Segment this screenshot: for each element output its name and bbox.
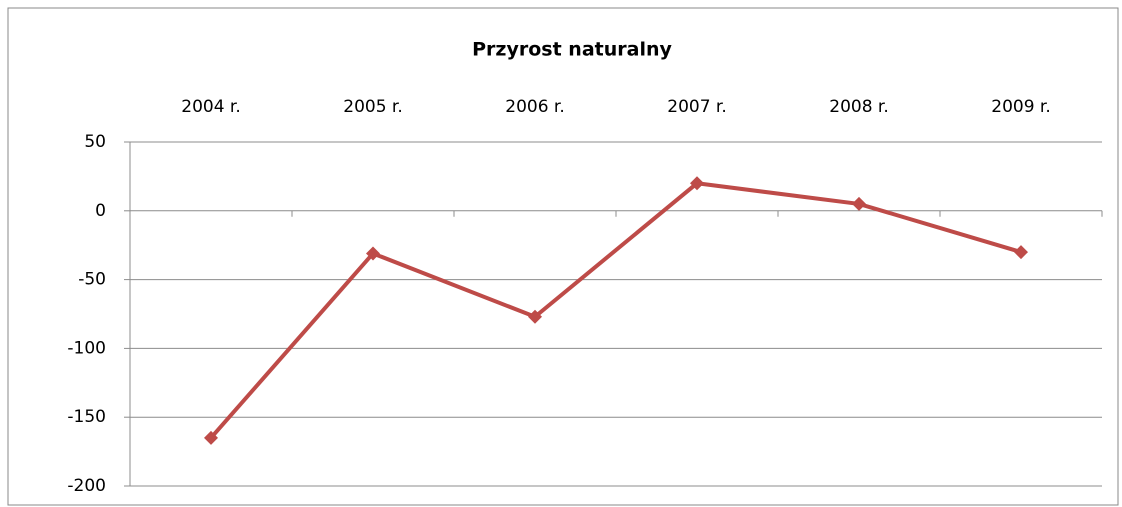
x-tick-label: 2007 r. xyxy=(667,97,727,117)
marker xyxy=(1014,245,1028,260)
x-tick-label: 2004 r. xyxy=(181,97,241,117)
marker xyxy=(204,430,218,445)
x-tick-label: 2009 r. xyxy=(991,97,1051,117)
marker xyxy=(528,309,542,324)
y-tick-label: -200 xyxy=(67,476,106,496)
y-tick-label: 50 xyxy=(84,132,106,152)
x-tick-label: 2008 r. xyxy=(829,97,889,117)
line xyxy=(209,181,1022,440)
y-tick-label: 0 xyxy=(95,201,106,221)
chart-frame xyxy=(7,7,1119,506)
chart-title: Przyrost naturalny xyxy=(472,39,672,61)
marker xyxy=(366,246,380,261)
y-tick-label: -150 xyxy=(67,407,106,427)
y-tick-label: -100 xyxy=(67,338,106,358)
marker xyxy=(852,196,866,211)
y-tick-label: -50 xyxy=(78,270,106,290)
x-tick-label: 2006 r. xyxy=(505,97,565,117)
x-tick-label: 2005 r. xyxy=(343,97,403,117)
marker xyxy=(690,176,704,191)
